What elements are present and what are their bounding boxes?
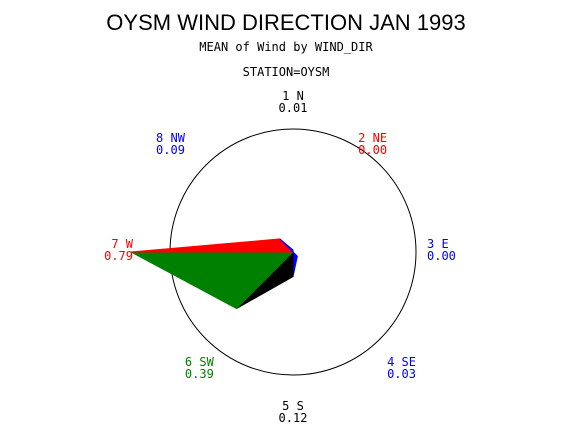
direction-label-ne: 2 NE: [358, 131, 387, 145]
direction-labels: 1 N0.012 NE0.003 E0.004 SE0.035 S0.126 S…: [104, 89, 456, 425]
chart-subtitle: MEAN of Wind by WIND_DIR: [199, 40, 373, 54]
direction-value-ne: 0.00: [358, 143, 387, 157]
direction-value-e: 0.00: [427, 249, 456, 263]
direction-value-se: 0.03: [387, 367, 416, 381]
direction-value-nw: 0.09: [156, 143, 185, 157]
petal-w: [131, 238, 295, 253]
direction-label-e: 3 E: [427, 237, 449, 251]
direction-label-n: 1 N: [282, 89, 304, 103]
direction-value-s: 0.12: [279, 411, 308, 425]
chart-title: OYSM WIND DIRECTION JAN 1993: [106, 10, 465, 35]
direction-label-nw: 8 NW: [156, 131, 186, 145]
direction-label-s: 5 S: [282, 399, 304, 413]
direction-value-sw: 0.39: [185, 367, 214, 381]
direction-value-n: 0.01: [279, 101, 308, 115]
direction-label-w: 7 W: [111, 237, 133, 251]
direction-label-se: 4 SE: [387, 355, 416, 369]
direction-value-w: 0.79: [104, 249, 133, 263]
petal-nw: [279, 238, 294, 254]
petal-se: [292, 250, 298, 277]
direction-label-sw: 6 SW: [185, 355, 215, 369]
station-label: STATION=OYSM: [243, 65, 330, 79]
rose-petals: [130, 238, 298, 310]
